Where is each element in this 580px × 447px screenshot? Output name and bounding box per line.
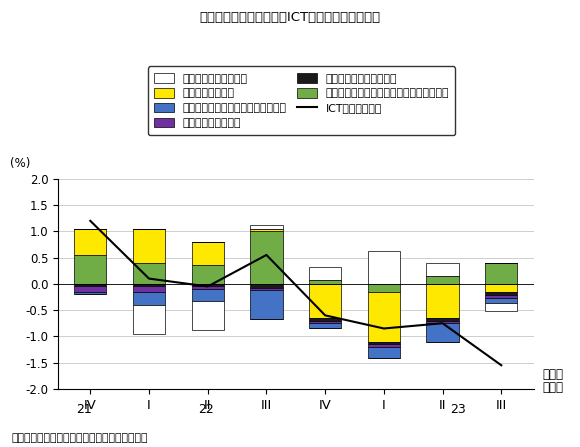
Bar [485, 292, 517, 295]
Text: （出所）経済産業省「鉱工業指数」より作成。: （出所）経済産業省「鉱工業指数」より作成。 [12, 433, 148, 443]
Bar [485, 284, 517, 292]
Bar [309, 318, 341, 320]
Legend: その他の品目・寄与度, 集積回路・寄与度, 電子部品・回路・デバイス・寄与度, 電子計算機・寄与度, 民生用電子機械・寄与度, 半導体・フラットパネル製造装置・: その他の品目・寄与度, 集積回路・寄与度, 電子部品・回路・デバイス・寄与度, … [148, 67, 455, 135]
Bar [426, 318, 459, 320]
Bar [485, 295, 517, 298]
Bar [74, 292, 107, 295]
Bar [368, 342, 400, 344]
Bar [191, 289, 224, 301]
Bar [191, 301, 224, 329]
Bar [251, 225, 282, 229]
Bar [74, 284, 107, 287]
Bar [368, 344, 400, 347]
Bar [426, 320, 459, 323]
Bar [191, 266, 224, 284]
Text: 22: 22 [198, 404, 214, 417]
Bar [368, 284, 400, 292]
Text: 鉱工業生産指数に占めるICT関連品目別の寄与度: 鉱工業生産指数に占めるICT関連品目別の寄与度 [200, 11, 380, 24]
Bar [251, 232, 282, 284]
Bar [251, 290, 282, 319]
Bar [368, 251, 400, 284]
Text: 21: 21 [76, 404, 92, 417]
Bar [426, 263, 459, 276]
Bar [251, 284, 282, 287]
Bar [309, 284, 341, 318]
Bar [133, 287, 165, 292]
Bar [133, 305, 165, 334]
Text: 23: 23 [450, 404, 466, 417]
Text: （期）: （期） [542, 368, 563, 381]
Bar [191, 287, 224, 289]
Bar [426, 276, 459, 284]
Bar [309, 323, 341, 329]
Bar [191, 284, 224, 287]
Text: （年）: （年） [542, 381, 563, 394]
Bar [74, 287, 107, 292]
Bar [368, 292, 400, 342]
Bar [133, 263, 165, 284]
Bar [133, 229, 165, 263]
Bar [485, 298, 517, 303]
Bar [368, 347, 400, 358]
Text: (%): (%) [10, 157, 31, 170]
Bar [133, 284, 165, 287]
Bar [485, 303, 517, 311]
Bar [309, 320, 341, 323]
Bar [74, 255, 107, 284]
Bar [133, 292, 165, 305]
Bar [309, 280, 341, 284]
Bar [74, 229, 107, 255]
Bar [191, 242, 224, 266]
Bar [251, 287, 282, 290]
Bar [251, 229, 282, 232]
Bar [426, 323, 459, 342]
Bar [485, 263, 517, 284]
Bar [426, 284, 459, 318]
Bar [309, 266, 341, 280]
